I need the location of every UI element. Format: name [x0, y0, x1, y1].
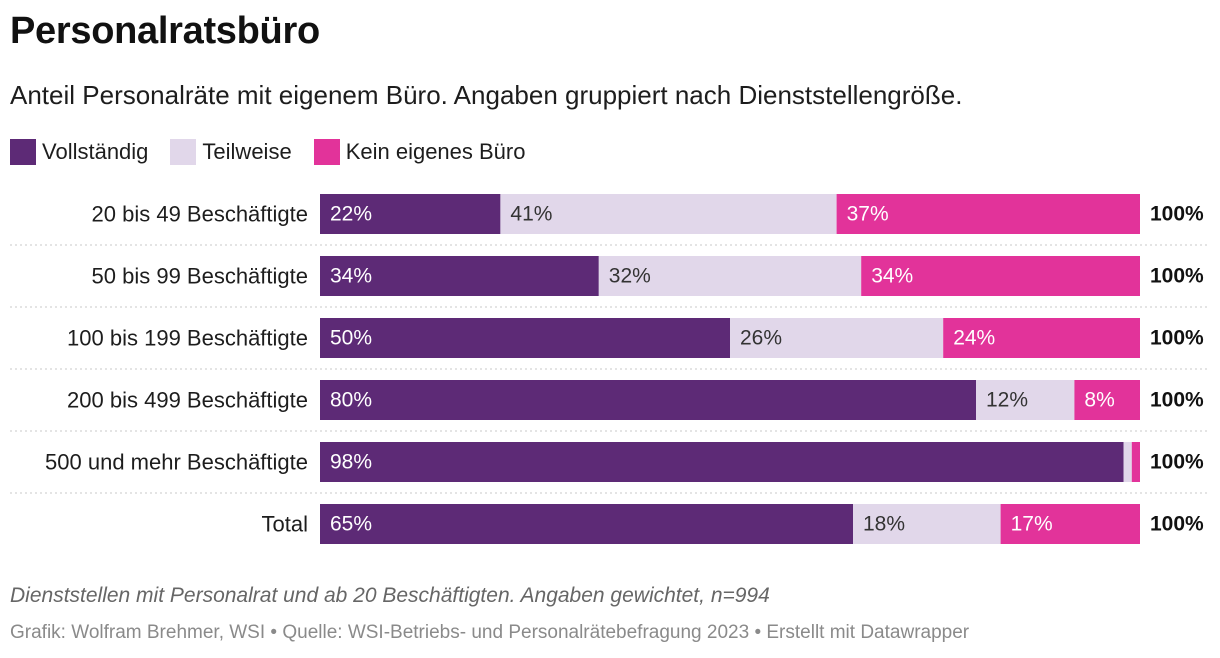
total-label: 100%	[1150, 513, 1204, 536]
bar-kein-eigenes-buero	[943, 318, 1140, 358]
legend-item-vollstaendig: Vollständig	[10, 139, 148, 165]
bar-vollstaendig	[320, 380, 976, 420]
bar-teilweise	[500, 194, 837, 234]
data-label-vollstaendig: 98%	[330, 451, 372, 474]
bar-teilweise	[598, 256, 862, 296]
data-label-teilweise: 12%	[986, 389, 1028, 412]
data-label-vollstaendig: 34%	[330, 265, 372, 288]
category-label: 500 und mehr Beschäftigte	[45, 450, 308, 475]
total-label: 100%	[1150, 451, 1204, 474]
legend-item-kein-buero: Kein eigenes Büro	[313, 139, 526, 165]
data-label-teilweise: 26%	[740, 327, 782, 350]
category-label: 100 bis 199 Beschäftigte	[67, 326, 308, 351]
chart-credits: Grafik: Wolfram Brehmer, WSI • Quelle: W…	[10, 622, 970, 643]
data-label-vollstaendig: 80%	[330, 389, 372, 412]
bar-vollstaendig	[320, 504, 853, 544]
bar-kein-eigenes-buero	[1074, 380, 1140, 420]
chart-legend: Vollständig Teilweise Kein eigenes Büro	[10, 137, 525, 167]
bar-teilweise	[730, 318, 944, 358]
data-label-vollstaendig: 22%	[330, 203, 372, 226]
category-label: Total	[262, 512, 308, 537]
legend-swatch-teilweise	[170, 139, 197, 165]
bar-teilweise	[976, 380, 1075, 420]
chart-title: Personalratsbüro	[10, 10, 320, 52]
data-label-teilweise: 32%	[609, 265, 651, 288]
bar-kein-eigenes-buero	[836, 194, 1140, 234]
data-label-kein-eigenes-buero: 37%	[847, 203, 889, 226]
data-label-teilweise: 41%	[510, 203, 552, 226]
total-label: 100%	[1150, 327, 1204, 350]
legend-swatch-vollstaendig	[10, 139, 36, 165]
bar-vollstaendig	[320, 256, 599, 296]
data-label-vollstaendig: 50%	[330, 327, 372, 350]
legend-label-vollstaendig: Vollständig	[42, 139, 149, 164]
data-label-kein-eigenes-buero: 34%	[871, 265, 913, 288]
bar-teilweise	[853, 504, 1001, 544]
chart-subtitle: Anteil Personalräte mit eigenem Büro. An…	[10, 80, 963, 110]
total-label: 100%	[1150, 389, 1204, 412]
data-label-kein-eigenes-buero: 8%	[1084, 389, 1114, 412]
data-label-kein-eigenes-buero: 17%	[1011, 513, 1053, 536]
total-label: 100%	[1150, 203, 1204, 226]
legend-label-teilweise: Teilweise	[202, 139, 292, 164]
bar-kein-eigenes-buero	[861, 256, 1140, 296]
category-label: 20 bis 49 Beschäftigte	[92, 202, 308, 227]
category-label: 50 bis 99 Beschäftigte	[92, 264, 308, 289]
data-label-kein-eigenes-buero: 24%	[953, 327, 995, 350]
bar-kein-eigenes-buero	[1000, 504, 1140, 544]
bar-vollstaendig	[320, 442, 1124, 482]
bar-kein-eigenes-buero	[1131, 442, 1140, 482]
total-label: 100%	[1150, 265, 1204, 288]
bar-teilweise	[1123, 442, 1132, 482]
chart-notes: Dienststellen mit Personalrat und ab 20 …	[10, 584, 770, 607]
legend-item-teilweise: Teilweise	[170, 139, 292, 165]
legend-label-kein-buero: Kein eigenes Büro	[345, 139, 526, 164]
bar-vollstaendig	[320, 194, 501, 234]
data-label-teilweise: 18%	[863, 513, 905, 536]
category-label: 200 bis 499 Beschäftigte	[67, 388, 308, 413]
legend-swatch-kein-buero	[313, 139, 340, 165]
data-label-vollstaendig: 65%	[330, 513, 372, 536]
bar-vollstaendig	[320, 318, 730, 358]
